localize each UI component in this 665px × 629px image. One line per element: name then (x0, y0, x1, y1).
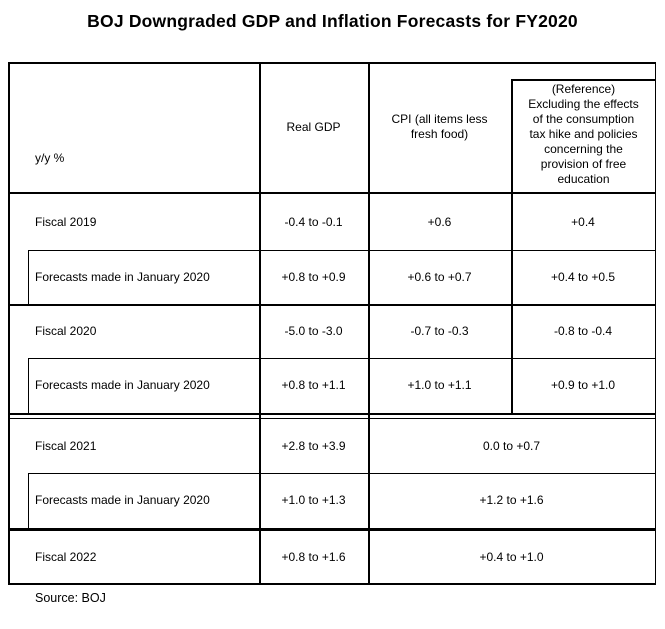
column-divider-cpi (368, 62, 370, 585)
group-separator-2 (8, 528, 656, 531)
value-fiscal2019-gdp: -0.4 to -0.1 (284, 214, 343, 229)
value-fiscal2020-cpi: -0.7 to -0.3 (410, 324, 469, 338)
value-fiscal2019-cpi: +0.6 (427, 214, 452, 229)
value-fiscal2020-reference: -0.8 to -0.4 (553, 324, 613, 338)
value-fiscal2022-cpi-reference: +0.4 to +1.0 (479, 549, 544, 564)
row-label-fiscal-2020: Fiscal 2020 (35, 324, 97, 338)
row-label-forecast-jan2020-fy2020: Forecasts made in January 2020 (35, 378, 210, 392)
table-border-top (8, 62, 656, 64)
column-divider-reference (511, 79, 513, 415)
unit-label: y/y % (35, 150, 65, 165)
column-header-cpi: CPI (all items less fresh food) (368, 62, 511, 192)
reference-header-line: concerning the (544, 142, 623, 156)
reference-header-line: of the consumption (532, 112, 635, 126)
column-header-reference: (Reference) Excluding the effects of the… (513, 82, 654, 187)
value-forecast1-reference: +0.4 to +0.5 (550, 269, 616, 284)
reference-box-top-border (511, 79, 656, 81)
row-label-forecast-jan2020-fy2021: Forecasts made in January 2020 (35, 493, 210, 507)
value-fiscal2021-cpi-reference: 0.0 to +0.7 (482, 438, 541, 453)
value-forecast3-gdp: +1.0 to +1.3 (281, 493, 346, 507)
subrow-left-line-1 (28, 250, 30, 304)
header-bottom-line (8, 191, 656, 194)
row-divider-3 (28, 472, 656, 474)
value-fiscal2020-gdp: -5.0 to -3.0 (284, 324, 343, 338)
reference-header-line: Excluding the effects (528, 97, 639, 111)
row-label-fiscal-2022: Fiscal 2022 (35, 549, 97, 564)
row-label-fiscal-2021: Fiscal 2021 (35, 438, 97, 453)
value-forecast2-cpi: +1.0 to +1.1 (407, 378, 472, 392)
value-forecast2-gdp: +0.8 to +1.1 (281, 378, 346, 392)
value-fiscal2022-gdp: +0.8 to +1.6 (281, 549, 346, 564)
column-divider-gdp (259, 62, 261, 585)
table-border-right (654, 62, 656, 585)
row-label-fiscal-2019: Fiscal 2019 (35, 214, 97, 229)
cpi-header-line: CPI (all items less (391, 112, 488, 126)
row-label-forecast-jan2020-fy2019: Forecasts made in January 2020 (35, 269, 210, 284)
table-border-left (8, 62, 10, 585)
value-forecast1-cpi: +0.6 to +0.7 (407, 269, 472, 284)
reference-header-line: education (557, 172, 610, 186)
row-divider-1 (28, 250, 656, 252)
reference-header-line: provision of free (540, 157, 627, 171)
value-fiscal2021-gdp: +2.8 to +3.9 (281, 438, 346, 453)
double-separator-lower (8, 417, 656, 419)
subrow-left-line-2 (28, 357, 30, 414)
reference-header-line: tax hike and policies (529, 127, 638, 141)
table-border-bottom (8, 583, 656, 585)
source-note: Source: BOJ (35, 591, 106, 605)
subrow-left-line-3 (28, 472, 30, 529)
column-header-real-gdp: Real GDP (286, 119, 341, 134)
cpi-header-line: fresh food) (410, 127, 469, 141)
value-fiscal2019-reference: +0.4 (571, 214, 595, 229)
figure-title: BOJ Downgraded GDP and Inflation Forecas… (87, 11, 578, 31)
reference-header-line: (Reference) (551, 82, 616, 96)
value-forecast3-cpi-reference: +1.2 to +1.6 (479, 493, 544, 507)
group-separator-1 (8, 303, 656, 306)
value-forecast1-gdp: +0.8 to +0.9 (281, 269, 346, 284)
value-forecast2-reference: +0.9 to +1.0 (550, 378, 616, 392)
row-divider-2 (28, 357, 656, 359)
double-separator-upper (8, 413, 656, 415)
